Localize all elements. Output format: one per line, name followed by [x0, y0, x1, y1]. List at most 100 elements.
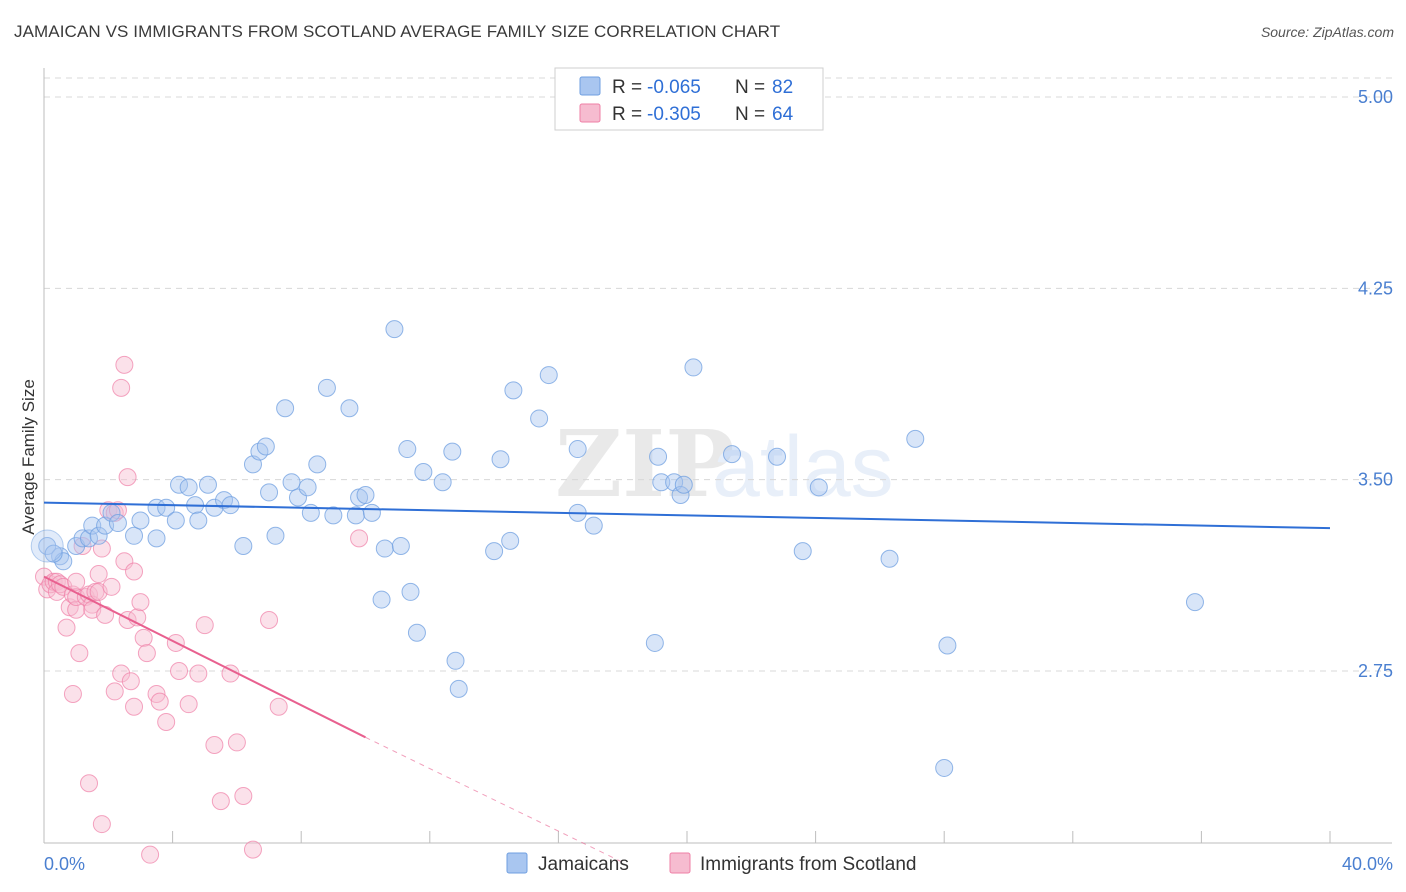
bottom-legend-swatch-jamaicans — [506, 852, 528, 874]
data-point-jamaicans — [652, 473, 671, 492]
legend-r-value-1: -0.305 — [647, 104, 701, 125]
data-point-scotland — [350, 529, 369, 548]
data-point-jamaicans — [189, 511, 208, 530]
data-point-jamaicans — [375, 539, 394, 558]
data-point-scotland — [73, 536, 92, 555]
data-point-scotland — [121, 672, 140, 691]
y-tick-labels: 2.75 3.50 4.25 5.00 — [1358, 87, 1393, 681]
legend-box: R = -0.065 N = 82 R = -0.305 N = 64 — [554, 67, 824, 131]
series-jamaicans — [30, 320, 1204, 777]
data-point-jamaicans — [938, 636, 957, 655]
data-point-scotland — [63, 684, 82, 703]
data-point-jamaicans — [324, 506, 343, 525]
legend-r-label-1: R = — [612, 104, 642, 125]
legend-swatch-scotland — [579, 103, 601, 123]
data-point-scotland — [92, 815, 111, 834]
trend-line-jamaicans — [43, 501, 1331, 530]
bottom-legend-label-scotland: Immigrants from Scotland — [700, 854, 916, 875]
watermark: ZIP atlas — [555, 410, 894, 518]
data-point-jamaicans — [401, 582, 420, 601]
data-point-scotland — [205, 735, 224, 754]
data-point-jamaicans — [317, 378, 336, 397]
data-point-scotland — [125, 697, 144, 716]
data-point-jamaicans — [205, 498, 224, 517]
data-point-scotland — [105, 682, 124, 701]
data-point-scotland — [141, 845, 160, 864]
x-tick-labels: 0.0% 40.0% — [44, 854, 1393, 874]
data-point-scotland — [89, 565, 108, 584]
legend-r-label-0: R = — [612, 77, 642, 98]
data-point-jamaicans — [83, 516, 102, 535]
y-tick-label: 2.75 — [1358, 661, 1393, 681]
data-point-jamaicans — [1185, 593, 1204, 612]
data-point-jamaicans — [125, 526, 144, 545]
data-point-jamaicans — [308, 455, 327, 474]
data-point-scotland — [234, 787, 253, 806]
svg-text:atlas: atlas — [712, 419, 894, 515]
data-point-jamaicans — [443, 442, 462, 461]
data-point-scotland — [67, 600, 86, 619]
data-point-jamaicans — [407, 623, 426, 642]
trend-lines — [43, 501, 1331, 863]
data-point-scotland — [115, 355, 134, 374]
data-point-jamaicans — [147, 498, 166, 517]
data-point-jamaicans — [414, 463, 433, 482]
data-point-jamaicans — [446, 651, 465, 670]
data-point-jamaicans — [935, 758, 954, 777]
data-point-scotland — [150, 692, 169, 711]
data-point-scotland — [112, 378, 131, 397]
data-point-jamaicans — [282, 473, 301, 492]
bottom-legend-label-jamaicans: Jamaicans — [538, 854, 629, 875]
data-point-jamaicans — [809, 478, 828, 497]
data-point-scotland — [170, 662, 189, 680]
data-point-jamaicans — [147, 529, 166, 548]
data-point-jamaicans — [491, 450, 510, 469]
data-point-jamaicans — [234, 536, 253, 555]
series-immigrants-from-scotland — [35, 355, 369, 864]
data-point-jamaicans — [674, 475, 693, 494]
data-point-jamaicans — [649, 447, 668, 466]
data-point-scotland — [112, 664, 131, 683]
data-point-scotland — [134, 628, 153, 647]
data-point-jamaicans — [906, 429, 925, 448]
data-point-jamaicans — [198, 475, 217, 494]
x-tick-label-max: 40.0% — [1342, 854, 1393, 874]
data-point-jamaicans — [501, 531, 520, 550]
data-point-jamaicans — [568, 440, 587, 459]
data-point-jamaicans — [298, 478, 317, 497]
chart-title: JAMAICAN VS IMMIGRANTS FROM SCOTLAND AVE… — [14, 22, 781, 41]
bottom-legend-swatch-scotland — [669, 852, 691, 874]
data-point-jamaicans — [221, 496, 240, 515]
data-point-scotland — [118, 468, 137, 487]
data-point-jamaicans — [38, 536, 57, 555]
data-point-scotland — [70, 644, 89, 663]
data-point-scotland — [125, 562, 144, 581]
data-point-jamaicans — [684, 358, 703, 377]
data-point-jamaicans — [645, 633, 664, 652]
data-point-jamaicans — [671, 485, 690, 504]
data-point-jamaicans — [433, 473, 452, 492]
data-point-scotland — [67, 572, 86, 591]
data-point-jamaicans — [539, 366, 558, 385]
data-point-jamaicans — [584, 516, 603, 535]
data-point-scotland — [131, 593, 150, 612]
data-point-scotland — [137, 644, 156, 663]
data-point-jamaicans-cluster — [30, 529, 64, 563]
data-point-jamaicans — [723, 445, 742, 464]
y-axis-label: Average Family Size — [19, 379, 38, 535]
data-point-jamaicans — [166, 511, 185, 530]
trend-line-scotland-extension — [365, 736, 623, 863]
data-point-jamaicans — [108, 514, 127, 533]
data-point-jamaicans — [485, 542, 504, 561]
data-point-scotland — [57, 618, 76, 637]
data-point-jamaicans — [73, 529, 92, 548]
data-point-scotland — [227, 733, 246, 752]
data-point-jamaicans — [157, 498, 176, 517]
data-point-scotland — [243, 840, 262, 859]
legend-n-label-0: N = — [735, 77, 765, 98]
data-point-jamaicans — [260, 483, 279, 502]
data-point-scotland — [195, 616, 214, 635]
data-point-scotland — [80, 774, 99, 793]
trend-line-scotland — [43, 575, 366, 739]
